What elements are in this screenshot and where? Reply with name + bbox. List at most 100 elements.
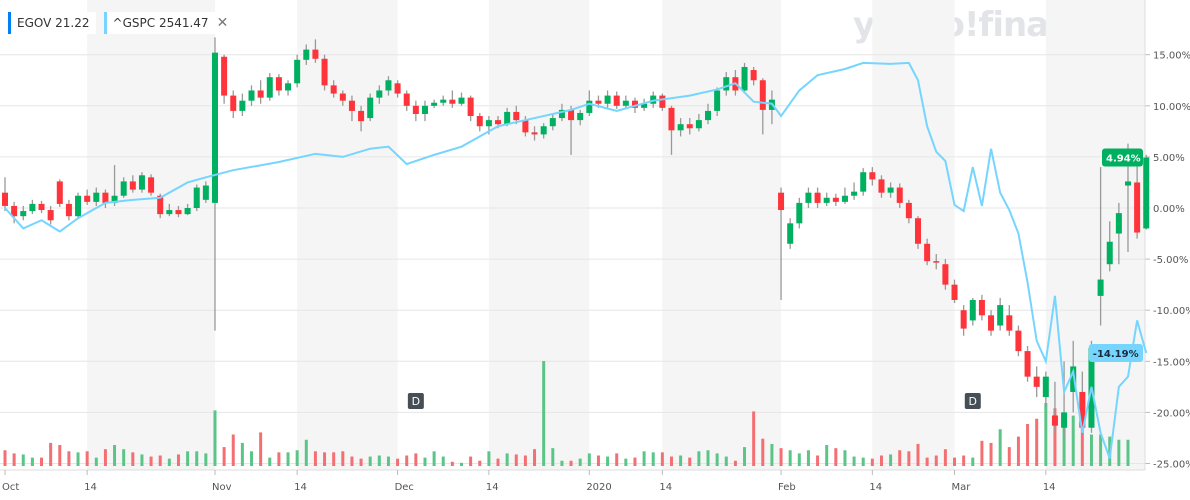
candle bbox=[522, 120, 529, 133]
gspc-line bbox=[4, 61, 1148, 459]
volume-bar bbox=[323, 452, 327, 466]
candle bbox=[1024, 351, 1031, 377]
candle bbox=[266, 77, 273, 98]
volume-bar bbox=[1026, 424, 1030, 466]
candle bbox=[887, 187, 894, 193]
volume-bar bbox=[423, 457, 427, 466]
volume-bar bbox=[962, 455, 966, 466]
last-value-label: 4.94% bbox=[1106, 154, 1141, 165]
volume-bar bbox=[898, 450, 902, 466]
candle bbox=[577, 112, 584, 121]
candle bbox=[321, 58, 328, 86]
shade-band bbox=[662, 0, 782, 470]
shade-band bbox=[872, 0, 955, 470]
volume-bar bbox=[971, 457, 975, 466]
candle bbox=[540, 126, 547, 135]
y-tick-label: -25.00% bbox=[1153, 460, 1190, 471]
candle bbox=[175, 210, 182, 215]
candle bbox=[604, 95, 611, 104]
candle bbox=[431, 102, 438, 106]
volume-bar bbox=[1117, 439, 1121, 466]
candle bbox=[705, 110, 712, 121]
dividend-marker[interactable]: D bbox=[407, 393, 424, 409]
candle bbox=[376, 90, 383, 98]
volume-bar bbox=[176, 454, 180, 466]
candle bbox=[138, 175, 145, 190]
candle bbox=[1079, 391, 1086, 428]
volume-bar bbox=[222, 447, 226, 466]
candle bbox=[951, 284, 958, 300]
volume-bar bbox=[213, 410, 217, 466]
candle bbox=[805, 192, 812, 203]
candle bbox=[285, 83, 292, 91]
dividend-marker-box bbox=[407, 393, 424, 409]
candle bbox=[148, 177, 155, 193]
x-tick-label: 14 bbox=[1043, 482, 1056, 493]
candle bbox=[677, 124, 684, 131]
candle bbox=[1061, 412, 1068, 428]
candle bbox=[613, 95, 620, 106]
legend: EGOV 21.22 ^GSPC 2541.47 ✕ bbox=[8, 12, 235, 34]
volume-bar bbox=[113, 445, 117, 466]
y-tick-label: -5.00% bbox=[1153, 255, 1188, 266]
candle bbox=[467, 97, 474, 117]
candle bbox=[905, 202, 912, 219]
candle bbox=[878, 179, 885, 193]
candle bbox=[1124, 181, 1131, 186]
candle bbox=[641, 103, 648, 108]
candle bbox=[513, 111, 520, 121]
candle bbox=[978, 299, 985, 316]
dividend-marker-label: D bbox=[412, 395, 420, 408]
volume-bar bbox=[359, 458, 363, 466]
volume-bar bbox=[122, 449, 126, 466]
volume-bar bbox=[368, 456, 372, 466]
volume-bar bbox=[523, 455, 527, 466]
volume-bar bbox=[615, 453, 619, 466]
candle bbox=[568, 109, 575, 121]
candle bbox=[2, 192, 8, 206]
legend-item-egov[interactable]: EGOV 21.22 bbox=[8, 12, 96, 34]
shade-band bbox=[297, 0, 398, 470]
dividend-marker[interactable]: D bbox=[964, 393, 981, 409]
candle bbox=[942, 264, 949, 285]
volume-bar bbox=[21, 454, 25, 466]
candle bbox=[896, 187, 903, 203]
candle bbox=[595, 100, 602, 104]
volume-bar bbox=[542, 361, 546, 466]
volume-bar bbox=[1035, 418, 1039, 466]
volume-bar bbox=[85, 451, 89, 466]
volume-bar bbox=[943, 449, 947, 466]
candle bbox=[741, 66, 748, 91]
volume-bar bbox=[304, 439, 308, 466]
shade-band bbox=[1045, 0, 1145, 470]
candle bbox=[531, 132, 538, 135]
volume-bar bbox=[587, 453, 591, 466]
volume-bar bbox=[1016, 436, 1020, 466]
volume-bar bbox=[651, 452, 655, 466]
volume-bar bbox=[103, 449, 107, 466]
candle bbox=[1051, 415, 1058, 426]
volume-bar bbox=[49, 442, 53, 466]
legend-value: 21.22 bbox=[55, 16, 90, 30]
volume-bar bbox=[268, 457, 272, 466]
candle bbox=[275, 77, 282, 91]
volume-bar bbox=[606, 456, 610, 466]
volume-bar bbox=[295, 450, 299, 466]
volume-bar bbox=[341, 451, 345, 466]
y-tick-label: 10.00% bbox=[1153, 102, 1190, 113]
volume-bar bbox=[469, 456, 473, 466]
legend-item-gspc[interactable]: ^GSPC 2541.47 ✕ bbox=[103, 12, 235, 34]
candle bbox=[257, 90, 264, 98]
volume-bar bbox=[761, 438, 765, 466]
volume-bar bbox=[779, 448, 783, 466]
candle bbox=[988, 315, 995, 331]
candle bbox=[239, 100, 246, 111]
x-tick-label: Mar bbox=[952, 482, 972, 493]
close-icon[interactable]: ✕ bbox=[216, 15, 229, 31]
volume-bar bbox=[377, 455, 381, 466]
volume-bar bbox=[998, 429, 1002, 466]
candle bbox=[695, 120, 702, 129]
candle bbox=[1070, 366, 1077, 392]
volume-bar bbox=[1062, 413, 1066, 466]
